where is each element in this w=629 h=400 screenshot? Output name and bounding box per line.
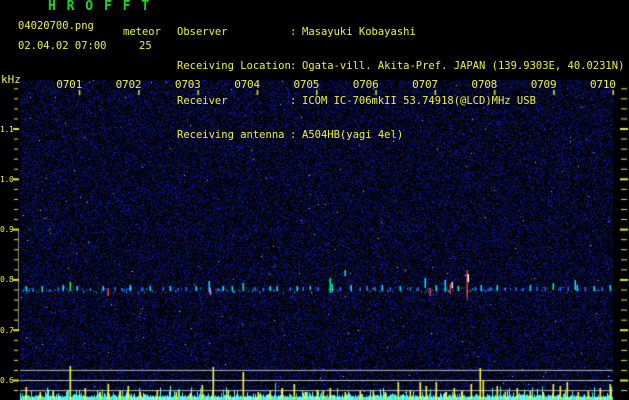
info-value: ICOM IC-706mkII 53.74918(@LCD)MHz USB: [302, 94, 536, 107]
info-separator: :: [290, 129, 297, 142]
x-axis-tick-label: 0701: [56, 78, 82, 91]
info-separator: :: [290, 60, 297, 73]
info-label: Observer: [177, 26, 228, 38]
info-separator: :: [290, 94, 297, 107]
x-axis-tick-label: 0710: [590, 78, 616, 91]
station-info: Observer: Masayuki Kobayashi Receiving Lo…: [177, 5, 624, 165]
info-row-location: Receiving Location: Ogata-vill. Akita-Pre…: [177, 61, 624, 73]
x-axis-tick-label: 0703: [174, 78, 201, 91]
x-axis-tick-label: 0705: [293, 78, 320, 91]
info-label: Receiving antenna: [177, 129, 285, 142]
y-axis-tick-label: 0.8: [0, 275, 14, 285]
y-axis-tick-label: 0.6: [0, 376, 14, 385]
y-axis-tick-label: 0.9: [0, 225, 14, 235]
x-axis-tick-label: 0702: [115, 78, 142, 91]
info-row-observer: Observer: Masayuki Kobayashi: [177, 27, 624, 39]
info-value: Masayuki Kobayashi: [302, 26, 416, 38]
info-row-receiver: Receiver: ICOM IC-706mkII 53.74918(@LCD)M…: [177, 94, 624, 108]
info-label: Receiving Location: [177, 60, 291, 73]
x-axis-tick-label: 0706: [352, 78, 379, 91]
y-axis-tick-label: 1.1: [0, 124, 14, 134]
x-axis-tick-label: 0709: [530, 78, 557, 91]
mode-label: meteor: [123, 26, 161, 38]
filename-label: 04020700.png: [18, 20, 94, 32]
app-title: H R O F F T: [48, 0, 151, 14]
meteor-count-label: 25: [139, 40, 152, 52]
x-axis-tick-label: 0707: [412, 78, 438, 91]
y-axis-tick-label: 1.0: [0, 174, 14, 184]
info-value: A504HB(yagi 4el): [302, 129, 404, 142]
y-axis-unit: kHz: [1, 73, 21, 86]
x-axis-tick-label: 0704: [234, 78, 260, 91]
info-value: Ogata-vill. Akita-Pref. JAPAN (139.9303E…: [302, 60, 625, 73]
info-separator: :: [290, 26, 297, 38]
info-row-antenna: Receiving antenna: A504HB(yagi 4el): [177, 130, 624, 142]
y-axis-tick-label: 0.7: [0, 325, 14, 335]
x-axis-tick-label: 0708: [471, 78, 498, 91]
info-label: Receiver: [177, 94, 228, 107]
datetime-label: 02.04.02 07:00: [18, 40, 107, 52]
